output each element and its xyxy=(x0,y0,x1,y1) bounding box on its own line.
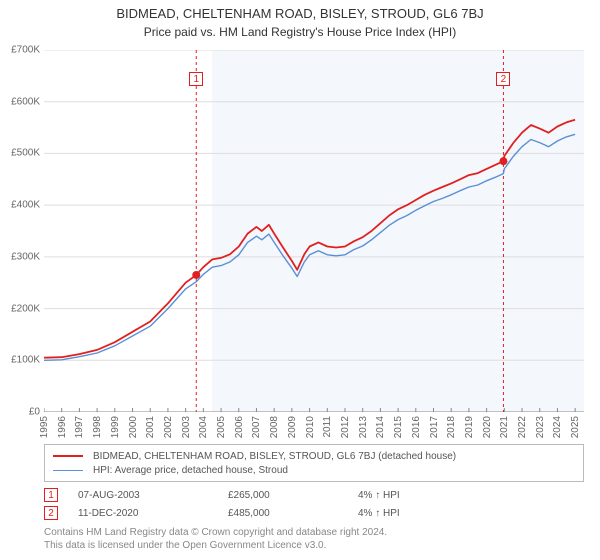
x-axis-label: 1999 xyxy=(110,416,130,438)
legend-label: BIDMEAD, CHELTENHAM ROAD, BISLEY, STROUD… xyxy=(93,451,456,462)
annotation-date: 07-AUG-2003 xyxy=(78,490,228,501)
footer: Contains HM Land Registry data © Crown c… xyxy=(44,526,387,552)
y-axis-label: £300K xyxy=(0,251,40,262)
legend-swatch xyxy=(53,470,83,471)
title-main: BIDMEAD, CHELTENHAM ROAD, BISLEY, STROUD… xyxy=(0,6,600,21)
annotation-price: £485,000 xyxy=(228,508,358,519)
annotation-marker: 1 xyxy=(44,488,58,502)
x-axis-label: 2025 xyxy=(570,416,590,438)
x-axis-label: 2012 xyxy=(340,416,360,438)
y-axis-label: £500K xyxy=(0,148,40,159)
legend-label: HPI: Average price, detached house, Stro… xyxy=(93,465,288,476)
annotation-row: 1 07-AUG-2003£265,0004% ↑ HPI xyxy=(44,486,584,504)
annotation-price: £265,000 xyxy=(228,490,358,501)
event-marker-1: 1 xyxy=(189,72,203,86)
footer-line-1: Contains HM Land Registry data © Crown c… xyxy=(44,526,387,539)
annotation-date: 11-DEC-2020 xyxy=(78,508,228,519)
chart-svg xyxy=(44,50,584,412)
y-axis-label: £700K xyxy=(0,45,40,56)
x-axis-label: 2016 xyxy=(411,416,431,438)
chart-container: BIDMEAD, CHELTENHAM ROAD, BISLEY, STROUD… xyxy=(0,0,600,560)
legend-swatch xyxy=(53,455,83,457)
x-axis-label: 2009 xyxy=(287,416,307,438)
annotation-table: 1 07-AUG-2003£265,0004% ↑ HPI 2 11-DEC-2020… xyxy=(44,486,584,522)
annotation-pct: 4% ↑ HPI xyxy=(358,490,458,501)
x-axis-label: 2002 xyxy=(163,416,183,438)
title-sub: Price paid vs. HM Land Registry's House … xyxy=(0,25,600,39)
chart-area: £0£100K£200K£300K£400K£500K£600K£700K 19… xyxy=(44,50,584,412)
y-axis-label: £200K xyxy=(0,303,40,314)
legend: BIDMEAD, CHELTENHAM ROAD, BISLEY, STROUD… xyxy=(44,444,584,482)
titles: BIDMEAD, CHELTENHAM ROAD, BISLEY, STROUD… xyxy=(0,0,600,39)
annotation-pct: 4% ↑ HPI xyxy=(358,508,458,519)
annotation-row: 2 11-DEC-2020£485,0004% ↑ HPI xyxy=(44,504,584,522)
legend-item: HPI: Average price, detached house, Stro… xyxy=(53,463,575,477)
x-axis-label: 1995 xyxy=(39,416,59,438)
footer-line-2: This data is licensed under the Open Gov… xyxy=(44,539,387,552)
y-axis-label: £100K xyxy=(0,355,40,366)
y-axis-label: £400K xyxy=(0,200,40,211)
annotation-marker: 2 xyxy=(44,506,58,520)
legend-item: BIDMEAD, CHELTENHAM ROAD, BISLEY, STROUD… xyxy=(53,449,575,463)
y-axis-label: £0 xyxy=(0,407,40,418)
x-axis-label: 2019 xyxy=(464,416,484,438)
event-marker-2: 2 xyxy=(496,72,510,86)
y-axis-label: £600K xyxy=(0,96,40,107)
